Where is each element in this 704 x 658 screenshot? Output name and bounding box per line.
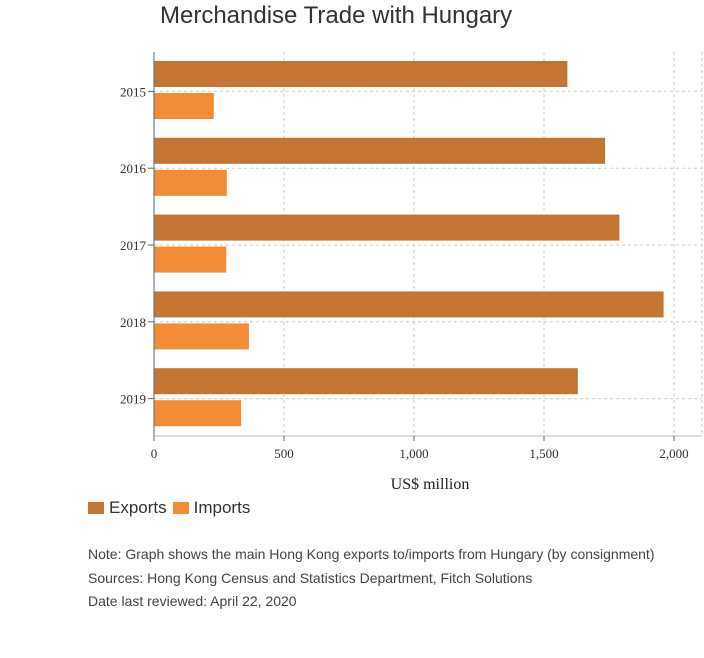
x-tick-label-0: 0 [151, 446, 158, 461]
chart-title: Merchandise Trade with Hungary [160, 2, 513, 29]
y-tick-label-2015: 2015 [120, 84, 146, 99]
bar-exports-2018 [154, 291, 664, 318]
legend: Exports Imports [88, 497, 256, 519]
legend-swatch-exports [88, 502, 104, 514]
y-tick-label-2017: 2017 [120, 238, 147, 253]
legend-item-exports[interactable]: Exports [88, 498, 167, 518]
x-tick-label-2: 1,000 [399, 446, 428, 461]
sources-text: Sources: Hong Kong Census and Statistics… [88, 569, 533, 586]
bar-exports-2015 [154, 61, 568, 87]
bar-imports-2017 [154, 246, 227, 273]
legend-label-exports: Exports [109, 498, 167, 517]
date-reviewed-text: Date last reviewed: April 22, 2020 [88, 593, 297, 609]
bar-exports-2016 [154, 137, 606, 164]
legend-swatch-imports [172, 502, 189, 514]
x-tick-label-4: 2,000 [659, 446, 688, 461]
legend-label-imports: Imports [193, 498, 251, 517]
bar-exports-2017 [154, 214, 620, 241]
x-tick-label-1: 500 [274, 446, 294, 461]
bar-imports-2016 [154, 169, 227, 196]
y-tick-label-2016: 2016 [120, 161, 147, 176]
x-axis-label: US$ million [391, 476, 470, 493]
chart-notes: Note: Graph shows the main Hong Kong exp… [88, 543, 688, 614]
bar-imports-2019 [154, 400, 242, 427]
y-tick-label-2019: 2019 [120, 392, 146, 407]
y-tick-label-2018: 2018 [120, 315, 146, 330]
bar-imports-2015 [154, 93, 214, 119]
bar-exports-2019 [154, 368, 578, 395]
bar-imports-2018 [154, 323, 249, 350]
note-text: Note: Graph shows the main Hong Kong exp… [88, 546, 655, 562]
legend-item-imports[interactable]: Imports [172, 498, 251, 518]
x-tick-label-3: 1,500 [529, 446, 558, 461]
bar-chart: 2015 2016 2017 2018 2019 0 500 1,000 1,500 2,000 U… [120, 52, 703, 493]
